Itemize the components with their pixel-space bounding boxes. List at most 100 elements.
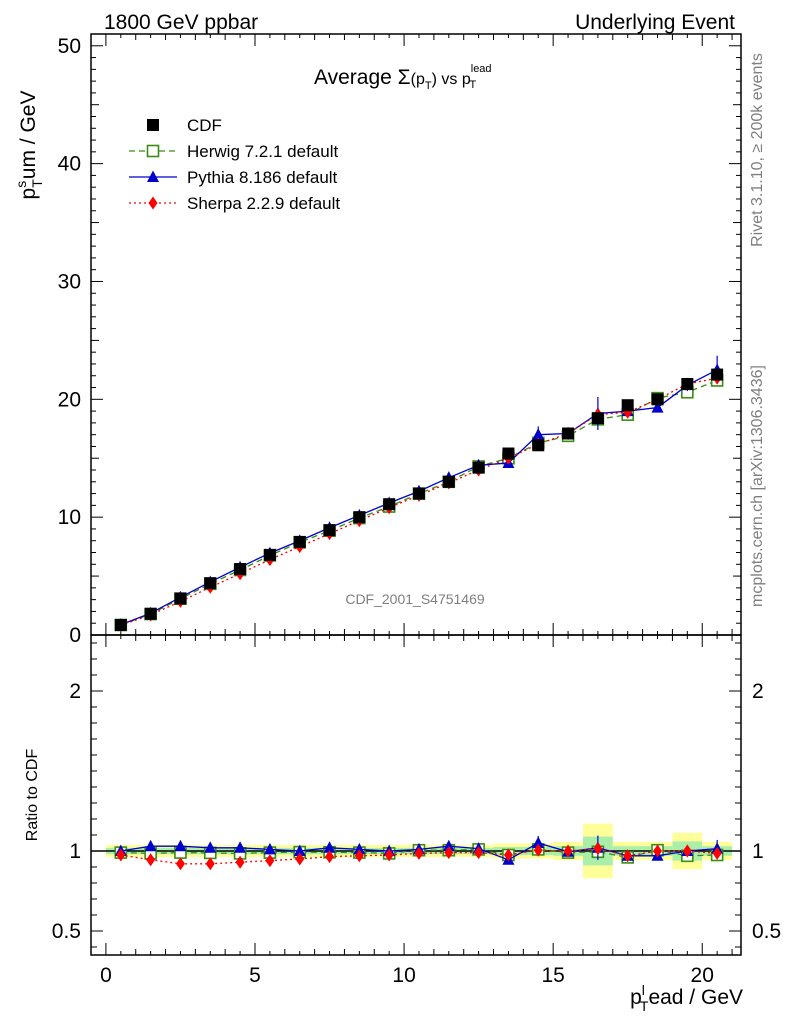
- chart-title-vs: vs p: [437, 71, 471, 88]
- legend-marker-herwig: [146, 144, 160, 158]
- main-series: [114, 355, 724, 632]
- y-axis-label: psTum / GeV: [13, 91, 45, 200]
- x-axis-label-rest: ead / GeV: [648, 986, 743, 1009]
- x-tick-label: 20: [691, 964, 714, 987]
- x-axis-label-sub: T: [640, 998, 649, 1014]
- y-tick-label: 30: [58, 270, 81, 293]
- ratio-ticks: 0.5 0.5 1 1 2 2: [52, 642, 781, 955]
- y-axis-label-sub: T: [29, 179, 45, 188]
- legend: CDF Herwig 7.2.1 default Pythia 8.186 defa…: [129, 116, 340, 213]
- y-tick-label: 10: [58, 506, 81, 529]
- data-point-cdf: [651, 393, 664, 406]
- chart-title-prefix: Average: [314, 66, 398, 89]
- ratio-tick-label-right: 0.5: [752, 920, 781, 943]
- legend-marker-cdf: [147, 119, 159, 131]
- x-tick-labels: 0 5 10 15 20: [100, 964, 714, 987]
- chart-title-arg-close: ): [432, 71, 437, 88]
- y-tick-label: 50: [58, 35, 81, 58]
- ratio-point-sherpa: [295, 852, 305, 866]
- chart-title-sigma: Σ: [398, 66, 411, 89]
- legend-marker-sherpa: [148, 196, 158, 210]
- y-tick-label: 20: [58, 388, 81, 411]
- ratio-point-pythia: [442, 839, 455, 852]
- ratio-point-pythia: [532, 836, 545, 848]
- ratio-point-sherpa: [205, 857, 215, 871]
- data-point-cdf: [621, 399, 634, 412]
- data-point-cdf: [711, 368, 724, 381]
- ratio-point-pythia: [174, 839, 187, 852]
- ratio-point-sherpa: [146, 853, 156, 867]
- ratio-point-sherpa: [653, 844, 663, 858]
- header-left: 1800 GeV ppbar: [104, 11, 258, 34]
- data-point-cdf: [681, 377, 694, 390]
- data-point-cdf: [293, 535, 306, 548]
- x-axis-label-sup: l: [642, 982, 645, 998]
- main-panel: 0 10 20 30 40 50: [58, 33, 742, 647]
- ratio-tick-label-right: 2: [752, 680, 764, 703]
- data-point-pythia: [532, 428, 545, 440]
- ratio-point-sherpa: [414, 846, 424, 860]
- legend-label-sherpa: Sherpa 2.2.9 default: [187, 194, 340, 213]
- ratio-point-sherpa: [235, 855, 245, 869]
- ratio-tick-label-left: 0.5: [52, 920, 81, 943]
- ratio-tick-label-left: 1: [69, 840, 81, 863]
- side-text-rivet: Rivet 3.1.10, ≥ 200k events: [749, 53, 766, 247]
- ratio-point-sherpa: [593, 842, 603, 856]
- legend-label-pythia: Pythia 8.186 default: [187, 168, 338, 187]
- ratio-tick-label-left: 2: [69, 680, 81, 703]
- x-tick-label: 5: [249, 964, 261, 987]
- ratio-point-pythia: [144, 839, 157, 852]
- data-point-cdf: [144, 607, 157, 620]
- x-tick-label: 0: [100, 964, 112, 987]
- chart-title-vs-sub: T: [470, 79, 477, 91]
- header-right: Underlying Event: [575, 11, 735, 34]
- ratio-point-sherpa: [563, 844, 573, 858]
- x-tick-label: 15: [541, 964, 564, 987]
- ratio-point-sherpa: [503, 848, 513, 862]
- data-point-cdf: [591, 412, 604, 425]
- data-point-cdf: [562, 427, 575, 440]
- ratio-point-sherpa: [444, 846, 454, 860]
- legend-marker-pythia: [147, 170, 159, 182]
- ratio-point-sherpa: [533, 843, 543, 857]
- ratio-point-sherpa: [474, 846, 484, 860]
- data-point-cdf: [442, 475, 455, 488]
- data-point-cdf: [383, 498, 396, 511]
- ratio-point-pythia: [263, 842, 276, 855]
- data-point-pythia: [651, 401, 664, 413]
- data-point-cdf: [174, 592, 187, 605]
- ratio-point-pythia: [293, 844, 306, 856]
- y-axis-label-p: p: [17, 188, 40, 200]
- data-point-cdf: [263, 548, 276, 561]
- ratio-point-sherpa: [712, 846, 722, 860]
- ratio-point-sherpa: [175, 857, 185, 871]
- y-tick-label: 0: [69, 624, 81, 647]
- ratio-line-sherpa: [120, 847, 718, 865]
- ratio-point-sherpa: [384, 848, 394, 862]
- y-tick-label: 40: [58, 153, 81, 176]
- ratio-frame: [90, 634, 742, 956]
- data-point-cdf: [502, 447, 515, 460]
- x-axis-label-p: p: [630, 986, 642, 1009]
- ratio-point-sherpa: [354, 849, 364, 863]
- ratio-point-pythia: [204, 841, 217, 853]
- data-point-cdf: [532, 439, 545, 452]
- ratio-point-pythia: [323, 841, 336, 853]
- x-axis-label: pl Tead / GeV: [630, 982, 743, 1014]
- side-text-mcplots: mcplots.cern.ch [arXiv:1306.3436]: [749, 365, 766, 607]
- data-point-cdf: [204, 577, 217, 590]
- ratio-point-pythia: [234, 841, 247, 853]
- y-axis-label-rest: um / GeV: [17, 91, 40, 180]
- ratio-point-sherpa: [116, 848, 126, 862]
- ratio-series: [114, 835, 724, 871]
- ratio-tick-label-right: 1: [752, 840, 764, 863]
- data-point-cdf: [323, 524, 336, 537]
- ratio-point-sherpa: [265, 854, 275, 868]
- ratio-point-sherpa: [623, 849, 633, 863]
- ratio-point-sherpa: [325, 850, 335, 864]
- y-axis-label-sup: s: [13, 181, 29, 188]
- chart-title-vs-sup: lead: [471, 63, 492, 75]
